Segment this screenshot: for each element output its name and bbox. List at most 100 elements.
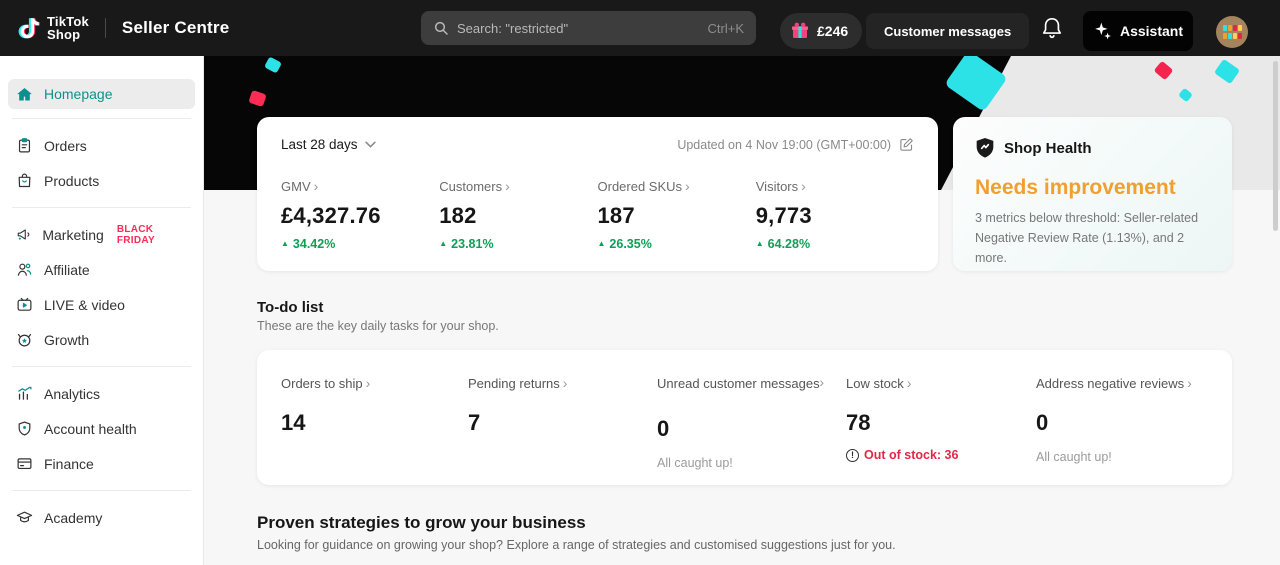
period-selector[interactable]: Last 28 days [281, 137, 376, 152]
todo-link[interactable]: Address negative reviews [1036, 376, 1192, 391]
finance-card-icon [17, 458, 32, 470]
sidebar-item-marketing[interactable]: Marketing BLACK FRIDAY [8, 217, 195, 252]
metric-link[interactable]: Customers [439, 179, 510, 194]
marketing-megaphone-icon [17, 229, 30, 240]
sidebar-item-products[interactable]: Products [8, 163, 195, 198]
sidebar-item-finance[interactable]: Finance [8, 446, 195, 481]
todo-value: 7 [468, 410, 481, 435]
todo-unread-messages: Unread customer messages › 0 All caught … [657, 374, 846, 474]
todo-link[interactable]: Orders to ship [281, 376, 370, 391]
sidebar-divider [12, 490, 191, 491]
affiliate-people-icon [17, 263, 32, 276]
todo-link[interactable]: Unread customer messages [657, 376, 820, 391]
rewards-amount: £246 [817, 23, 849, 39]
metric-link[interactable]: Ordered SKUs [598, 179, 690, 194]
shop-health-card[interactable]: Shop Health Needs improvement 3 metrics … [953, 117, 1232, 271]
sidebar-item-label: Analytics [44, 385, 101, 402]
todo-value: 14 [281, 410, 306, 435]
todo-link[interactable]: Pending returns [468, 376, 567, 391]
sidebar-item-live-video[interactable]: LIVE & video [8, 287, 195, 322]
main-content: Last 28 days Updated on 4 Nov 19:00 (GMT… [204, 50, 1280, 565]
growth-icon [17, 333, 32, 347]
shop-health-shield-icon [976, 138, 994, 158]
sparkle-icon [1095, 22, 1111, 40]
metric-link[interactable]: Visitors [756, 179, 806, 194]
sidebar-item-growth[interactable]: Growth [8, 322, 195, 357]
sidebar-item-label: Products [44, 172, 100, 189]
confetti-teal [264, 56, 282, 74]
metric-ordered-skus: Ordered SKUs 187 26.35% [598, 178, 756, 251]
metric-change: 23.81% [439, 237, 597, 251]
todo-link[interactable]: Low stock [846, 376, 911, 391]
home-icon [17, 87, 32, 101]
todo-alert[interactable]: ! Out of stock: 36 [846, 448, 958, 462]
metric-gmv: GMV £4,327.76 34.42% [281, 178, 439, 251]
todo-alert-text: Out of stock: 36 [864, 448, 959, 462]
gift-icon [792, 22, 808, 38]
rewards-button[interactable]: £246 [780, 13, 863, 49]
assistant-button[interactable]: Assistant [1083, 11, 1193, 51]
page-title: Seller Centre [121, 18, 230, 37]
todo-title: To-do list [257, 299, 324, 316]
sidebar-item-label: Orders [44, 137, 87, 154]
metric-value: 187 [597, 203, 635, 228]
period-label: Last 28 days [281, 137, 358, 152]
metric-visitors: Visitors 9,773 64.28% [756, 178, 914, 251]
todo-low-stock: Low stock 78 ! Out of stock: 36 [846, 374, 1036, 474]
sidebar-item-analytics[interactable]: Analytics [8, 376, 195, 411]
updated-timestamp: Updated on 4 Nov 19:00 (GMT+00:00) [677, 137, 891, 152]
edit-icon[interactable] [899, 137, 914, 152]
chevron-right-icon[interactable]: › [819, 374, 824, 390]
overview-stats-card: Last 28 days Updated on 4 Nov 19:00 (GMT… [257, 117, 938, 271]
sidebar-item-orders[interactable]: Orders [8, 128, 195, 163]
metric-link[interactable]: GMV [281, 179, 318, 194]
customer-messages-button[interactable]: Customer messages [866, 13, 1030, 49]
search-shortcut: Ctrl+K [707, 20, 744, 36]
top-header: TikTok Shop Seller Centre Search: "restr… [0, 0, 1280, 56]
sidebar-item-label: Growth [44, 331, 90, 348]
sidebar-item-affiliate[interactable]: Affiliate [8, 252, 195, 287]
shop-health-status: Needs improvement [975, 176, 1176, 199]
logo-text-line2: Shop [47, 27, 81, 42]
sidebar-item-label: Homepage [44, 86, 113, 102]
shop-health-description: 3 metrics below threshold: Seller-relate… [975, 211, 1199, 265]
sidebar-item-label: Affiliate [44, 261, 90, 278]
metric-value: £4,327.76 [281, 203, 381, 228]
todo-value: 78 [846, 410, 871, 435]
todo-negative-reviews: Address negative reviews 0 All caught up… [1036, 374, 1209, 474]
metric-customers: Customers 182 23.81% [439, 178, 597, 251]
todo-note: All caught up! [1036, 450, 1112, 464]
search-placeholder: Search: "restricted" [457, 20, 569, 36]
sidebar-item-label: LIVE & video [44, 296, 125, 313]
sidebar-divider [12, 207, 191, 208]
assistant-label: Assistant [1119, 23, 1184, 39]
scrollbar-thumb[interactable] [1273, 61, 1278, 231]
account-avatar[interactable] [1216, 16, 1248, 48]
orders-icon [18, 138, 31, 153]
metric-change: 26.35% [598, 237, 756, 251]
tiktok-shop-logo[interactable]: TikTok Shop [16, 15, 89, 41]
analytics-chart-icon [18, 386, 32, 400]
tiktok-note-icon [20, 17, 39, 39]
search-input[interactable]: Search: "restricted" Ctrl+K [421, 11, 756, 45]
sidebar-item-homepage[interactable]: Homepage [8, 79, 195, 109]
logo-text-line1: TikTok [47, 14, 89, 29]
account-health-shield-icon [18, 421, 31, 436]
live-video-icon [17, 297, 32, 311]
metric-value: 182 [439, 203, 477, 228]
todo-subtitle: These are the key daily tasks for your s… [257, 319, 499, 333]
sidebar-item-academy[interactable]: Academy [8, 500, 195, 535]
notifications-bell-icon[interactable] [1041, 16, 1063, 45]
confetti-pink [248, 90, 267, 107]
chevron-down-icon [364, 141, 376, 148]
sidebar-item-account-health[interactable]: Account health [8, 411, 195, 446]
metric-value: 9,773 [755, 203, 812, 228]
customer-messages-label: Customer messages [884, 23, 1012, 39]
black-friday-badge: BLACK FRIDAY [116, 223, 155, 246]
todo-note: All caught up! [657, 456, 733, 470]
search-icon [434, 21, 448, 35]
todo-card: Orders to ship 14 Pending returns 7 Unre… [257, 350, 1232, 485]
academy-cap-icon [16, 511, 33, 523]
strategies-title: Proven strategies to grow your business [257, 513, 586, 532]
